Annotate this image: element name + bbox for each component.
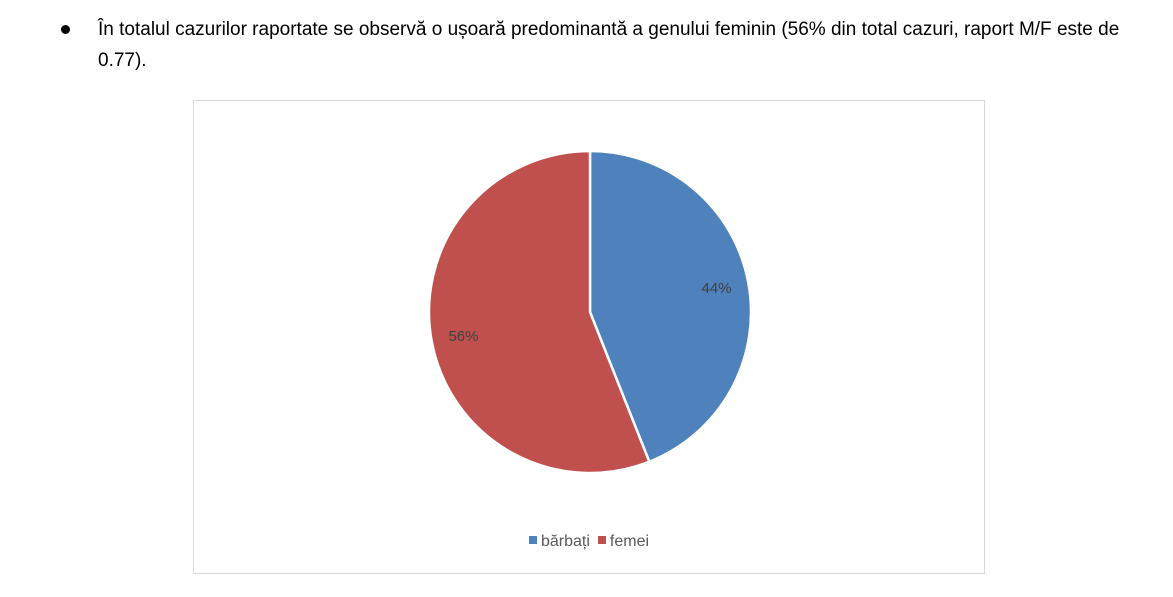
chart-area: 44% 56% bărbați femei [193, 100, 985, 574]
pie-slice-femei [427, 149, 651, 475]
pie-slice-barbati [588, 149, 753, 464]
legend-swatch-icon [528, 536, 537, 544]
bullet-icon [61, 25, 70, 34]
data-label-femei: 56% [448, 328, 478, 345]
legend-label: femei [609, 533, 650, 550]
legend-item-femei: femei [597, 533, 650, 551]
data-label-barbati: 44% [702, 280, 732, 297]
legend-item-barbati: bărbați [528, 533, 590, 551]
pie-chart: 44% 56% [427, 149, 753, 475]
legend-swatch-icon [597, 536, 606, 544]
paragraph-text: În totalul cazurilor raportate se observ… [98, 19, 1120, 71]
chart-legend: bărbați femei [194, 533, 984, 551]
legend-label: bărbați [540, 533, 590, 550]
